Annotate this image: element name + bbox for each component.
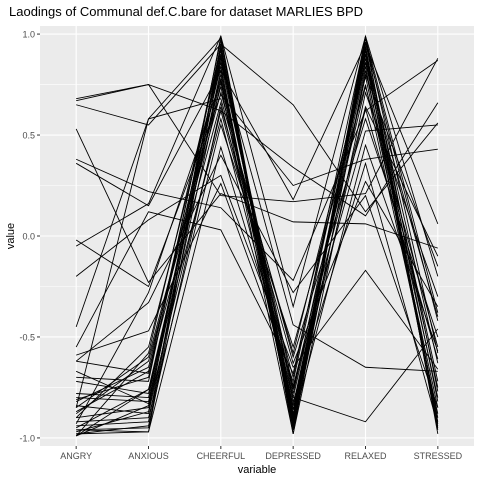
series-line-39 xyxy=(75,62,439,408)
series-line-34 xyxy=(75,50,439,437)
series-line-3 xyxy=(76,43,439,213)
series-line-32 xyxy=(76,106,439,435)
series-line-36 xyxy=(76,124,438,433)
y-tick-label: 1.0 xyxy=(22,30,35,40)
x-axis-title: variable xyxy=(238,464,277,476)
x-tick-label: ANXIOUS xyxy=(128,451,169,461)
y-tick-label: 0.5 xyxy=(22,131,35,141)
chart-title: Laodings of Communal def.C.bare for data… xyxy=(9,4,363,19)
y-tick-label: 0.0 xyxy=(22,232,35,242)
x-tick-label: CHEERFUL xyxy=(197,451,246,461)
series-line-7 xyxy=(75,93,438,288)
series-line-29 xyxy=(76,44,439,431)
series-line-38 xyxy=(75,154,439,408)
y-axis-title: value xyxy=(5,223,17,249)
series-line-28 xyxy=(75,78,439,429)
series-line-37 xyxy=(75,60,438,419)
axes: 1.0 0.5 0.0 -0.5 -1.0 ANGRY ANXIOUS CHEERFUL DEP… xyxy=(19,30,462,461)
y-tick-label: -1.0 xyxy=(19,433,35,443)
series-line-6 xyxy=(75,43,439,225)
series-line-35 xyxy=(75,117,439,437)
series-line-33 xyxy=(75,70,439,437)
series-line-8 xyxy=(75,34,439,309)
series-line-40 xyxy=(75,72,439,425)
series-line-4 xyxy=(75,128,438,284)
x-tick-label: DEPRESSED xyxy=(265,451,321,461)
y-tick-label: -0.5 xyxy=(19,332,35,342)
x-tick-label: RELAXED xyxy=(344,451,387,461)
series-lines xyxy=(75,34,439,437)
x-tick-label: ANGRY xyxy=(60,451,92,461)
x-tick-label: STRESSED xyxy=(414,451,463,461)
series-line-9 xyxy=(75,174,439,370)
